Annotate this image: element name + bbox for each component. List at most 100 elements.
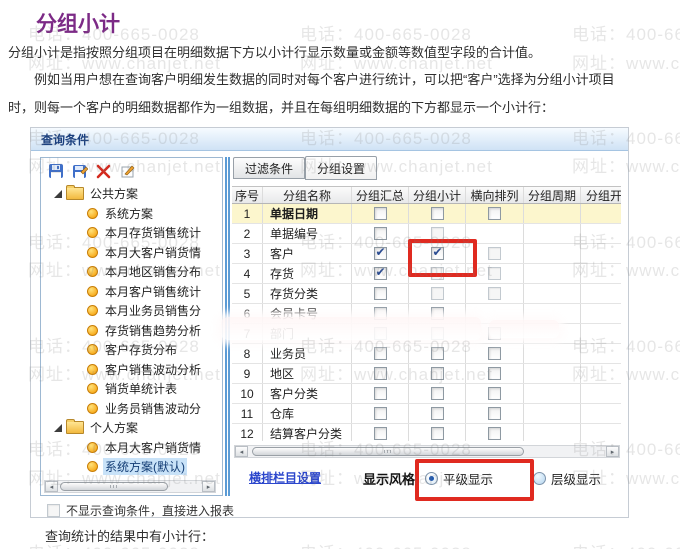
checkbox-cell xyxy=(409,204,466,223)
tree-item-label: 本月业务员销售分 xyxy=(105,304,202,319)
edit-icon[interactable] xyxy=(119,163,136,180)
table-header-row: 序号分组名称分组汇总分组小计横向排列分组周期分组开始结 xyxy=(232,186,621,204)
tree-item-scheme[interactable]: 本月大客户销货情 xyxy=(41,243,221,263)
expanded-arrow-icon[interactable] xyxy=(54,423,62,432)
scrollbar-thumb[interactable] xyxy=(60,482,168,491)
tree-item-label: 客户存货分布 xyxy=(105,343,178,358)
table-row[interactable]: 1 单据日期 xyxy=(232,204,621,224)
unchecked-checkbox[interactable] xyxy=(430,427,444,440)
tree-item-scheme[interactable]: 客户销售波动分析 xyxy=(41,360,221,380)
unchecked-checkbox[interactable] xyxy=(488,267,501,280)
tab-active[interactable]: 分组设置 xyxy=(305,156,378,180)
scrollbar-track[interactable] xyxy=(248,446,606,457)
dialog-title: 查询条件 xyxy=(41,132,90,147)
table-row[interactable]: 10 客户分类 xyxy=(232,384,621,404)
watermark-text: 电话：400-665-0028 xyxy=(300,539,472,549)
unchecked-checkbox[interactable] xyxy=(488,387,501,400)
table-row[interactable]: 8 业务员 xyxy=(232,344,621,364)
unchecked-checkbox[interactable] xyxy=(373,427,387,440)
table-row[interactable]: 9 地区 xyxy=(232,364,621,384)
unchecked-checkbox[interactable] xyxy=(373,287,387,300)
unchecked-checkbox[interactable] xyxy=(430,347,444,360)
checked-checkbox[interactable] xyxy=(430,245,444,260)
table-row[interactable]: 5 存货分类 xyxy=(232,284,621,304)
unchecked-checkbox[interactable] xyxy=(430,207,444,220)
bullet-icon xyxy=(87,461,98,473)
group-period-cell xyxy=(524,224,581,243)
save-as-icon[interactable] xyxy=(71,163,88,180)
scrollbar-track[interactable] xyxy=(58,481,202,492)
tree-item-scheme[interactable]: 本月业务员销售分 xyxy=(41,301,221,321)
checkbox-cell xyxy=(409,284,466,303)
skip-query-conditions-option[interactable]: 不显示查询条件，直接进入报表 xyxy=(47,502,235,518)
bullet-icon xyxy=(87,402,98,414)
unchecked-checkbox[interactable] xyxy=(488,427,501,440)
unchecked-checkbox[interactable] xyxy=(488,247,501,260)
unchecked-checkbox[interactable] xyxy=(373,407,387,420)
tree-horizontal-scrollbar[interactable]: ◂ ▸ xyxy=(44,480,216,493)
group-name-cell: 存货分类 xyxy=(263,284,352,303)
scrollbar-thumb[interactable] xyxy=(252,447,524,456)
scroll-left-icon[interactable]: ◂ xyxy=(235,446,248,457)
tree-item-label: 系统方案(默认) xyxy=(103,458,187,476)
unchecked-checkbox[interactable] xyxy=(373,387,387,400)
tab-inactive[interactable]: 过滤条件 xyxy=(233,157,306,179)
tree-item-label: 业务员销售波动分 xyxy=(105,401,202,416)
table-horizontal-scrollbar[interactable]: ◂ ▸ xyxy=(234,445,620,458)
unchecked-checkbox[interactable] xyxy=(430,407,444,420)
unchecked-checkbox[interactable] xyxy=(373,367,387,380)
tree-item-folder[interactable]: 公共方案 xyxy=(41,184,221,204)
tree-item-scheme[interactable]: 系统方案 xyxy=(41,204,221,224)
checkbox-cell xyxy=(466,364,524,383)
horizontal-columns-settings-link[interactable]: 横排栏目设置 xyxy=(249,471,322,485)
blur-patch xyxy=(489,320,559,338)
tree-item-folder[interactable]: 个人方案 xyxy=(41,418,221,438)
unchecked-checkbox[interactable] xyxy=(488,207,501,220)
tree-item-scheme[interactable]: 本月地区销售分布 xyxy=(41,262,221,282)
radio-icon[interactable] xyxy=(533,472,546,485)
checkbox-cell xyxy=(352,364,409,383)
annotation-box-flat-display xyxy=(415,459,534,501)
tree-item-scheme[interactable]: 系统方案(默认) xyxy=(41,457,221,477)
tree-item-label: 客户销售波动分析 xyxy=(105,362,202,377)
scroll-left-icon[interactable]: ◂ xyxy=(45,481,58,492)
table-row[interactable]: 12 结算客户分类 xyxy=(232,424,621,441)
tree-item-scheme[interactable]: 本月存货销售统计 xyxy=(41,223,221,243)
tree-item-scheme[interactable]: 客户存货分布 xyxy=(41,340,221,360)
unchecked-checkbox[interactable] xyxy=(373,207,387,220)
expanded-arrow-icon[interactable] xyxy=(54,189,62,198)
unchecked-checkbox[interactable] xyxy=(430,387,444,400)
group-name-cell: 单据日期 xyxy=(263,204,352,223)
unchecked-checkbox[interactable] xyxy=(373,347,387,360)
checkbox-cell xyxy=(466,224,524,243)
unchecked-checkbox[interactable] xyxy=(373,227,387,240)
scroll-right-icon[interactable]: ▸ xyxy=(202,481,215,492)
group-period-cell xyxy=(524,384,581,403)
checked-checkbox[interactable] xyxy=(373,245,387,260)
radio-option-unselected[interactable]: 层级显示 xyxy=(533,469,601,488)
delete-icon[interactable] xyxy=(95,163,112,180)
checked-checkbox[interactable] xyxy=(373,265,387,280)
tree-item-scheme[interactable]: 存货销售趋势分析 xyxy=(41,321,221,341)
skip-query-checkbox[interactable] xyxy=(47,504,60,517)
unchecked-checkbox[interactable] xyxy=(488,347,501,360)
table-row[interactable]: 2 单据编号 xyxy=(232,224,621,244)
radio-option-selected[interactable]: 平级显示 xyxy=(425,469,493,488)
checkbox-cell xyxy=(352,264,409,283)
unchecked-checkbox[interactable] xyxy=(430,367,444,380)
unchecked-checkbox[interactable] xyxy=(488,407,501,420)
skip-query-label: 不显示查询条件，直接进入报表 xyxy=(66,504,235,518)
unchecked-checkbox[interactable] xyxy=(488,287,501,300)
radio-icon[interactable] xyxy=(425,472,438,485)
tree-item-scheme[interactable]: 业务员销售波动分 xyxy=(41,399,221,419)
dialog-titlebar: 查询条件 xyxy=(31,128,628,151)
table-row[interactable]: 11 仓库 xyxy=(232,404,621,424)
scroll-right-icon[interactable]: ▸ xyxy=(606,446,619,457)
tree-item-scheme[interactable]: 销货单统计表 xyxy=(41,379,221,399)
tree-item-scheme[interactable]: 本月大客户销货情 xyxy=(41,438,221,458)
unchecked-checkbox[interactable] xyxy=(430,287,444,300)
tree-item-scheme[interactable]: 本月客户销售统计 xyxy=(41,282,221,302)
unchecked-checkbox[interactable] xyxy=(488,367,501,380)
save-icon[interactable] xyxy=(47,163,64,180)
